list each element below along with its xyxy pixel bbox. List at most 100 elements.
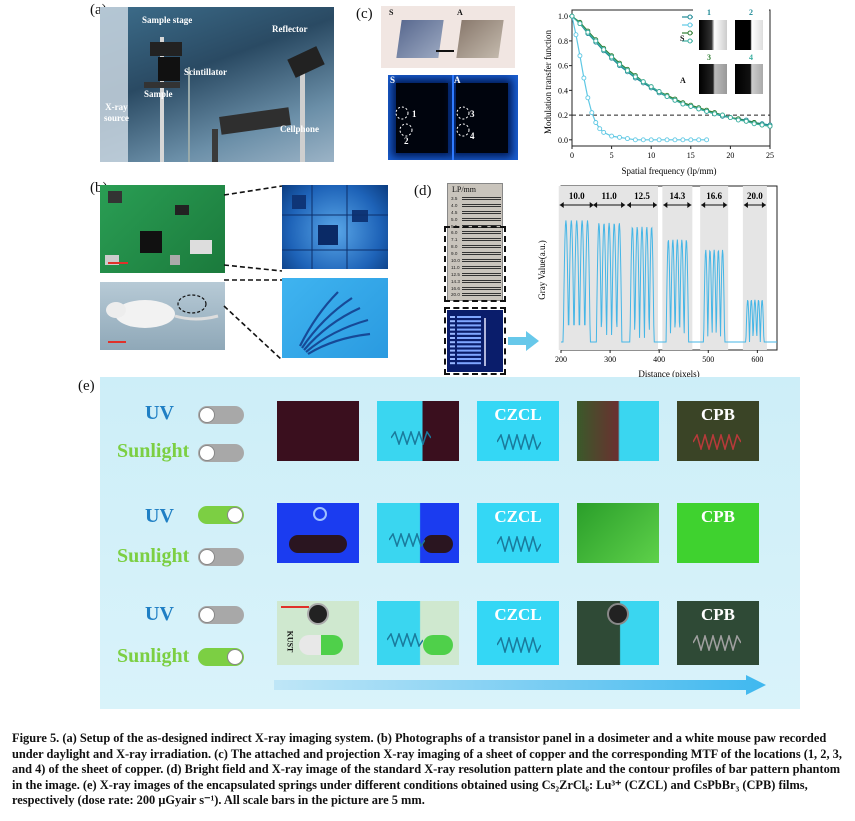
label-sample-stage: Sample stage [142, 15, 193, 25]
mtf-ylabel: Modulation transfer function [543, 30, 553, 134]
gray-arrowhead-right-icon [687, 202, 692, 208]
plate-row-bars [462, 196, 501, 200]
gradient-arrow-icon [274, 675, 766, 695]
plate-xray-bar [457, 320, 481, 323]
mtf-point-series-4 [751, 121, 757, 127]
mtf-xtick-label: 20 [726, 151, 734, 160]
mtf-point-series-4 [743, 118, 749, 124]
plate-xray-bar [457, 316, 481, 318]
label-xray-source: X-ray source [104, 102, 129, 123]
plate-row: 12.5 [451, 271, 501, 278]
plate-xray-bar [457, 349, 481, 352]
mtf-ytick-label: 1.0 [558, 12, 568, 21]
row3-tile-4 [577, 601, 659, 665]
row3-uv-label: UV [145, 603, 174, 625]
row2-uv-toggle[interactable] [198, 506, 244, 524]
copper-photo-label-s: S [389, 8, 394, 17]
plate-row-label: 12.5 [451, 271, 460, 277]
inset-label-4: 4 [749, 53, 753, 62]
region-circles [395, 106, 470, 137]
plate-xray-label-mark [450, 337, 455, 339]
row3-sunlight-toggle[interactable] [198, 648, 244, 666]
plate-row-label: 6.0 [451, 230, 458, 236]
mtf-point-series-2 [672, 137, 678, 143]
row1-tile-2 [377, 401, 459, 461]
mtf-ytick-label: 0.2 [558, 111, 568, 120]
mtf-point-series-2 [585, 95, 591, 101]
row1-sunlight-toggle[interactable] [198, 444, 244, 462]
plate-rows: 3.5 4.0 4.5 5.0 5.5 6.0 7.1 8.0 9.0 10.0 11.0 12.5 1… [451, 195, 501, 298]
arrow-right-icon [508, 331, 539, 351]
mtf-point-series-4 [727, 115, 733, 121]
row1-tile-5: CPB [677, 401, 759, 461]
plate-row: 10.0 [451, 257, 501, 264]
row2-tile-3: CZCL [477, 503, 559, 563]
mtf-point-series-4 [640, 79, 646, 85]
row3-tile-5-spring [693, 635, 741, 651]
mtf-xtick-label: 15 [687, 151, 695, 160]
circuit-board-xray [282, 185, 388, 269]
label-scintillator: Scintillator [184, 67, 227, 77]
mtf-legend-marker-1 [687, 14, 693, 20]
row3-tile-2 [377, 601, 459, 665]
plate-row: 16.6 [451, 285, 501, 292]
row2-sunlight-toggle[interactable] [198, 548, 244, 566]
plate-xray-label-mark [450, 328, 455, 331]
plate-xray-bar [457, 341, 481, 344]
copper-xray-image: S A 1 2 3 4 [388, 75, 518, 160]
mtf-point-series-4 [720, 112, 725, 118]
plate-row-bars [462, 265, 501, 269]
gray-group-label: 20.0 [747, 191, 763, 201]
row1-tile-3: CZCL [477, 401, 559, 461]
mtf-point-series-4 [704, 108, 710, 114]
plate-row-label: 11.0 [451, 264, 460, 270]
mtf-point-series-2 [601, 129, 607, 135]
gray-xlabel: Distance (pixels) [638, 369, 699, 379]
gray-xtick-label: 200 [555, 355, 567, 364]
mtf-point-series-4 [624, 68, 630, 74]
plate-xray-bar [457, 345, 481, 348]
resolution-plate-photo: LP/mm 3.5 4.0 4.5 5.0 5.5 6.0 7.1 8.0 9.0 10.0 11.… [447, 183, 503, 301]
mtf-axes-frame [571, 9, 771, 147]
gray-arrowhead-left-icon [593, 202, 598, 208]
xray-label-2: 2 [404, 136, 409, 146]
row1-tile-2-spring [391, 431, 431, 445]
plate-row-label: 20.0 [451, 292, 460, 298]
row3-tile-2-spring [387, 633, 423, 647]
plate-row: 3.5 [451, 195, 501, 202]
plate-row: 11.0 [451, 264, 501, 271]
mtf-point-series-4 [656, 89, 662, 95]
plate-row-label: 8.0 [451, 244, 458, 250]
gray-group-label: 16.6 [706, 191, 722, 201]
gray-group-label: 14.3 [669, 191, 685, 201]
row1-uv-toggle[interactable] [198, 406, 244, 424]
inset-label-a: A [680, 76, 686, 85]
mtf-xtick-label: 5 [610, 151, 614, 160]
plate-xray-label-mark [450, 316, 455, 318]
row1-sunlight-label: Sunlight [117, 440, 190, 462]
mtf-xtick-label: 25 [766, 151, 774, 160]
mtf-xtick-label: 0 [570, 151, 574, 160]
gray-xtick-label: 300 [604, 355, 616, 364]
mtf-point-series-2 [664, 137, 670, 143]
inset-label-3: 3 [707, 53, 711, 62]
inset-label-2: 2 [749, 8, 753, 17]
row3-uv-toggle[interactable] [198, 606, 244, 624]
plate-row-bars [462, 286, 501, 290]
row1-tile-3-label: CZCL [494, 405, 542, 424]
mtf-point-series-2 [573, 32, 579, 38]
plate-row: 4.0 [451, 202, 501, 209]
plate-xray-bar [457, 362, 481, 365]
row2-tile-5-label: CPB [701, 507, 735, 526]
mtf-point-series-2 [593, 120, 599, 125]
mtf-point-series-2 [696, 137, 702, 143]
mtf-point-series-2 [680, 137, 686, 143]
plate-row-bars [462, 258, 501, 262]
mtf-point-series-4 [735, 117, 741, 123]
plate-row-bars [462, 238, 501, 242]
plate-row-label: 16.6 [451, 285, 460, 291]
row1-tile-5-label: CPB [701, 405, 735, 424]
row3-sunlight-label: Sunlight [117, 645, 190, 667]
gray-xtick-label: 500 [702, 355, 714, 364]
mtf-point-series-4 [759, 122, 765, 128]
